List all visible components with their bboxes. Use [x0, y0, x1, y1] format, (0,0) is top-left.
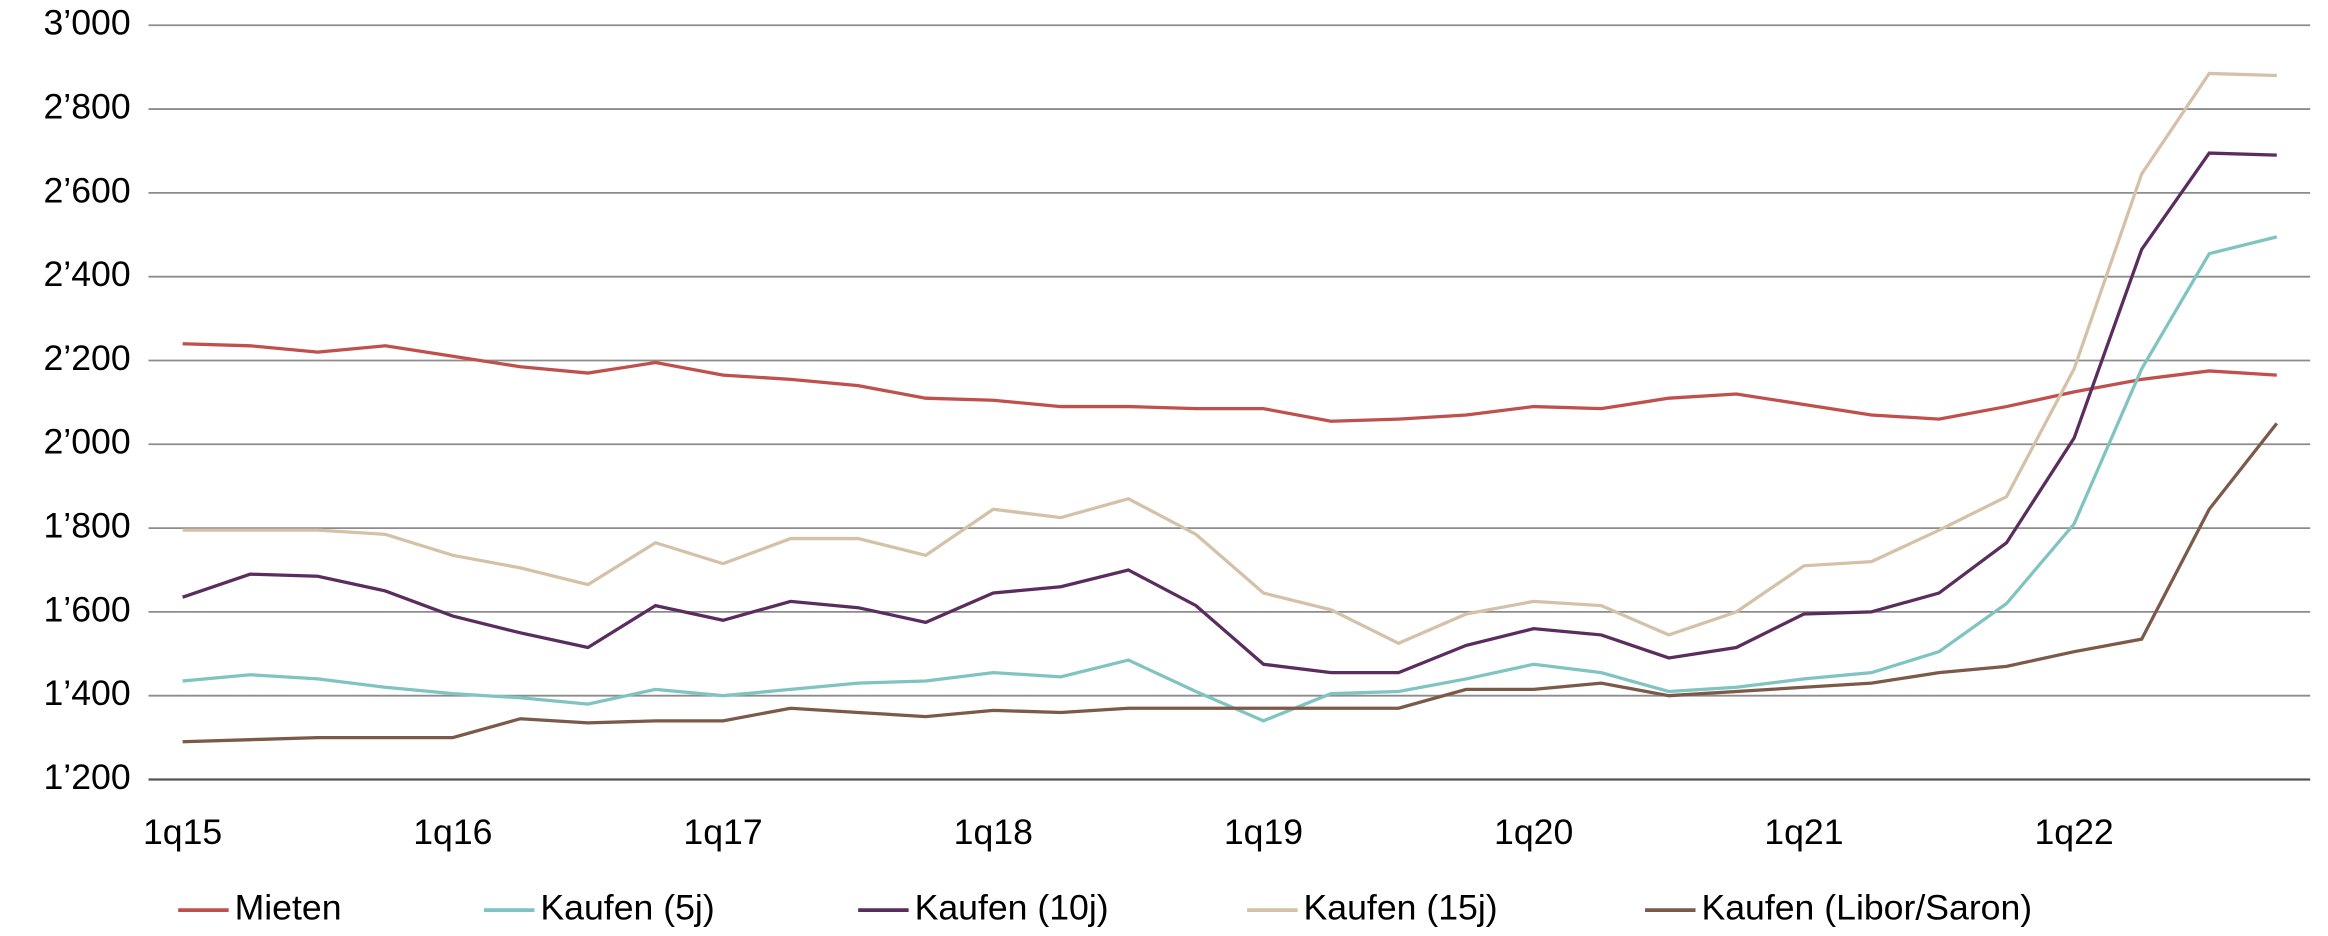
- y-tick-label: 1’400: [43, 673, 130, 713]
- series-line: [182, 422, 2279, 744]
- legend-label: Kaufen (15j): [1304, 888, 1498, 928]
- x-tick-label: 1q19: [1224, 812, 1303, 852]
- y-tick-label: 3’000: [43, 3, 130, 43]
- series-line: [182, 71, 2277, 646]
- x-tick-label: 1q20: [1494, 812, 1573, 852]
- y-tick-label: 2’400: [43, 254, 130, 294]
- legend-label: Kaufen (Libor/Saron): [1701, 888, 2032, 928]
- y-tick-label: 2’000: [43, 422, 130, 462]
- series-line: [182, 342, 2277, 423]
- y-tick-label: 1’600: [43, 589, 130, 629]
- x-tick-label: 1q16: [413, 812, 492, 852]
- y-tick-label: 2’600: [43, 170, 130, 210]
- x-tick-label: 1q22: [2034, 812, 2113, 852]
- legend-label: Kaufen (5j): [540, 888, 714, 928]
- legend-label: Mieten: [235, 888, 342, 928]
- y-tick-label: 1’200: [43, 757, 130, 797]
- series-line: [182, 151, 2277, 675]
- x-tick-label: 1q21: [1764, 812, 1843, 852]
- series-line: [182, 235, 2278, 723]
- x-tick-label: 1q15: [143, 812, 222, 852]
- x-tick-label: 1q17: [683, 812, 762, 852]
- legend-label: Kaufen (10j): [915, 888, 1109, 928]
- x-tick-label: 1q18: [954, 812, 1033, 852]
- y-tick-label: 2’800: [43, 86, 130, 126]
- y-tick-label: 2’200: [43, 338, 130, 378]
- y-tick-label: 1’800: [43, 505, 130, 545]
